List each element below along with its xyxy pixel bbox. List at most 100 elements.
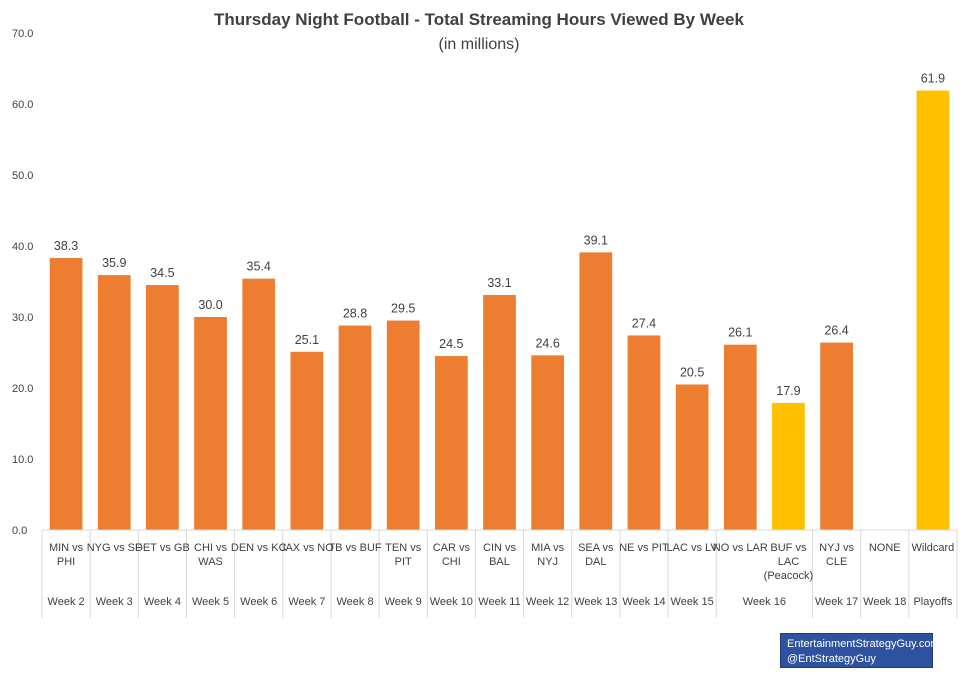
y-tick-label: 50.0 (12, 170, 33, 182)
category-label: NYG vs SF (87, 542, 142, 554)
category-label: DEN vs KC (231, 542, 287, 554)
category-label: JAX vs NO (280, 542, 334, 554)
bar (483, 294, 516, 530)
category-label: DET vs GB (135, 542, 190, 554)
week-label: Week 3 (96, 596, 133, 608)
bar (916, 90, 950, 530)
category-label: (Peacock) (764, 570, 814, 582)
category-label: BAL (489, 556, 510, 568)
bar (627, 335, 661, 530)
data-label: 30.0 (198, 298, 222, 312)
data-label: 38.3 (54, 239, 78, 253)
bars (49, 90, 950, 530)
category-label: CHI (442, 556, 461, 568)
data-label: 24.5 (439, 337, 463, 351)
y-tick-label: 20.0 (12, 383, 33, 395)
y-tick-label: 0.0 (12, 525, 27, 537)
chart-title: Thursday Night Football - Total Streamin… (214, 10, 744, 29)
bar (146, 285, 179, 530)
week-label: Week 16 (743, 596, 786, 608)
bar (290, 351, 324, 530)
bar (434, 356, 468, 530)
week-label: Playoffs (913, 596, 952, 608)
bar (242, 278, 276, 530)
data-label: 33.1 (487, 276, 511, 290)
week-label: Week 12 (526, 596, 569, 608)
week-label: Week 17 (815, 596, 858, 608)
bar (579, 252, 613, 530)
week-label: Week 9 (385, 596, 422, 608)
category-label: WAS (198, 556, 223, 568)
credit-box: EntertainmentStrategyGuy.com @EntStrateg… (780, 633, 940, 668)
week-label: Week 5 (192, 596, 229, 608)
category-label: NYJ vs (819, 542, 854, 554)
category-label: MIA vs (531, 542, 565, 554)
category-label: CLE (826, 556, 847, 568)
y-tick-label: 40.0 (12, 241, 33, 253)
category-label: SEA vs (578, 542, 614, 554)
data-label: 26.1 (728, 326, 752, 340)
data-label: 35.4 (247, 260, 271, 274)
week-label: Week 2 (48, 596, 85, 608)
credit-website: EntertainmentStrategyGuy.com (787, 638, 940, 650)
category-label: BUF vs (770, 542, 807, 554)
data-label: 20.5 (680, 365, 704, 379)
bar (820, 342, 853, 530)
category-label: CIN vs (483, 542, 517, 554)
category-label: MIN vs (49, 542, 84, 554)
data-label: 29.5 (391, 302, 415, 316)
data-label: 61.9 (921, 72, 945, 86)
category-label: Wildcard (912, 542, 955, 554)
data-label: 28.8 (343, 307, 367, 321)
category-label: NYJ (537, 556, 558, 568)
week-label: Week 8 (336, 596, 373, 608)
y-tick-label: 70.0 (12, 28, 33, 40)
data-label: 25.1 (295, 333, 319, 347)
category-label: NONE (869, 542, 901, 554)
category-label: TB vs BUF (328, 542, 381, 554)
data-label: 17.9 (776, 384, 800, 398)
category-label: NE vs PIT (619, 542, 669, 554)
data-label: 24.6 (535, 336, 559, 350)
data-label: 39.1 (584, 233, 608, 247)
y-tick-label: 10.0 (12, 454, 33, 466)
week-label: Week 11 (478, 596, 520, 608)
y-tick-label: 30.0 (12, 312, 33, 324)
bar (386, 320, 420, 530)
category-label: CAR vs (433, 542, 471, 554)
category-label: LAC vs LV (667, 542, 719, 554)
week-label: Week 14 (622, 596, 665, 608)
week-label: Week 7 (288, 596, 325, 608)
category-label: NO vs LAR (713, 542, 768, 554)
bar (194, 317, 227, 530)
data-label: 27.4 (632, 316, 656, 330)
category-label: LAC (778, 556, 799, 568)
category-label: PHI (57, 556, 75, 568)
category-label: PIT (395, 556, 412, 568)
week-label: Week 6 (240, 596, 277, 608)
bar (675, 384, 709, 530)
y-axis: 0.0 10.0 20.0 30.0 40.0 50.0 60.0 70.0 (12, 28, 33, 537)
data-label: 35.9 (102, 256, 126, 270)
category-label: DAL (585, 556, 606, 568)
category-label: TEN vs (385, 542, 422, 554)
bar (723, 344, 757, 530)
bar (531, 355, 565, 530)
week-label: Week 13 (574, 596, 617, 608)
bar (49, 258, 83, 530)
credit-handle: @EntStrategyGuy (787, 653, 876, 665)
data-labels: 38.3 35.9 34.5 30.0 35.4 25.1 28.8 29.5 24.5 33.1… (54, 72, 945, 398)
bar (97, 275, 131, 530)
week-label: Week 15 (671, 596, 714, 608)
data-label: 26.4 (824, 324, 848, 338)
data-label: 34.5 (150, 266, 174, 280)
y-tick-label: 60.0 (12, 99, 33, 111)
week-label: Week 18 (863, 596, 906, 608)
bar (338, 325, 372, 530)
bar (772, 402, 805, 530)
category-label: CHI vs (194, 542, 228, 554)
week-label: Week 10 (430, 596, 473, 608)
week-label: Week 4 (144, 596, 181, 608)
